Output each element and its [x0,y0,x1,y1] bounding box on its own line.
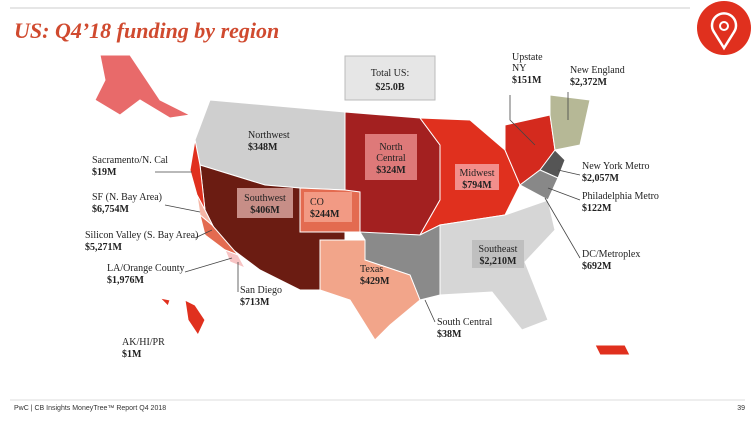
total-amount: $25.0B [375,82,405,93]
region-name: South Central [437,317,492,328]
region-amount: $2,372M [570,77,608,88]
region-name: Philadelphia Metro [582,191,659,202]
box [472,240,524,268]
region-name: Northwest [248,130,290,141]
pin-icon [697,1,751,55]
region-name: CO [310,197,324,208]
region-name: Southwest [244,193,286,204]
footer-source: PwC | CB Insights MoneyTree™ Report Q4 2… [14,405,166,412]
box [455,164,499,190]
region-amount: $713M [240,297,270,308]
region-name: New England [570,65,625,76]
region-amount: $2,210M [480,256,518,267]
region-amount: $429M [360,276,390,287]
region-amount: $406M [250,205,280,216]
region-amount: $6,754M [92,204,130,215]
region-amount: $122M [582,203,612,214]
region-name: Southeast [479,244,518,255]
region-name: Upstate NY [512,52,543,74]
region-name: San Diego [240,285,282,296]
total-label: Total US: [371,68,409,79]
page-number: 39 [737,405,745,412]
region-name: Midwest [460,168,495,179]
region-amount: $151M [512,75,542,86]
region-name: North Central [376,142,406,164]
region-name: AK/HI/PR [122,337,165,348]
box [237,188,293,218]
box [365,134,417,180]
region-amount: $5,271M [85,242,123,253]
region-amount: $38M [437,329,462,340]
region-amount: $1M [122,349,142,360]
region-amount: $19M [92,167,117,178]
region-amount: $348M [248,142,278,153]
region-amount: $244M [310,209,340,220]
total-box [344,55,436,101]
region-amount: $692M [582,261,612,272]
region-name: LA/Orange County [107,263,185,274]
region-name: SF (N. Bay Area) [92,192,162,203]
region-name: New York Metro [582,161,650,172]
region-amount: $1,976M [107,275,145,286]
region-amount: $2,057M [582,173,620,184]
leader-lines [155,92,581,323]
region-amount: $794M [462,180,492,191]
region-name: DC/Metroplex [582,249,640,260]
box [304,192,352,222]
region-amount: $324M [376,165,406,176]
title: US: Q4’18 funding by region [14,18,279,43]
region-name: Sacramento/N. Cal [92,155,168,166]
region-name: Texas [360,264,383,275]
region-name: Silicon Valley (S. Bay Area) [85,230,198,241]
